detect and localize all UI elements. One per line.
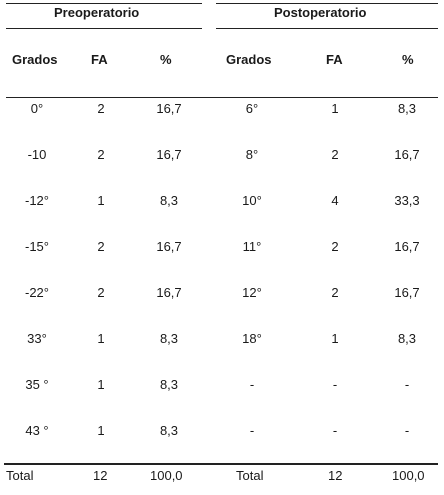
pre-total-fa: 12 bbox=[93, 468, 108, 483]
post-row-8-percent: - bbox=[404, 423, 410, 438]
pre-top-rule bbox=[6, 3, 202, 4]
pre-row-3-percent: 8,3 bbox=[159, 193, 179, 208]
post-total-percent: 100,0 bbox=[392, 468, 425, 483]
post-row-3-fa: 4 bbox=[331, 193, 339, 208]
pre-header-percent: % bbox=[160, 52, 172, 67]
post-row-5-grados: 12° bbox=[242, 285, 262, 300]
total-rule bbox=[4, 463, 438, 465]
pre-row-8-percent: 8,3 bbox=[159, 423, 179, 438]
pre-header-fa: FA bbox=[91, 52, 108, 67]
pre-row-4-percent: 16,7 bbox=[156, 239, 182, 254]
pre-row-8-grados: 43 ° bbox=[25, 423, 49, 438]
pre-row-5-grados: -22° bbox=[25, 285, 49, 300]
pre-row-3-grados: -12° bbox=[25, 193, 49, 208]
post-row-6-fa: 1 bbox=[331, 331, 339, 346]
pre-total-label: Total bbox=[6, 468, 34, 483]
post-top-rule bbox=[216, 3, 438, 4]
post-title-rule bbox=[216, 28, 438, 29]
post-row-4-grados: 11° bbox=[242, 239, 262, 254]
post-row-3-grados: 10° bbox=[242, 193, 262, 208]
post-row-7-grados: - bbox=[249, 377, 255, 392]
pre-row-2-grados: -10 bbox=[27, 147, 47, 162]
pre-row-1-grados: 0° bbox=[30, 101, 44, 116]
pre-row-8-fa: 1 bbox=[97, 423, 105, 438]
pre-row-5-percent: 16,7 bbox=[156, 285, 182, 300]
post-row-1-grados: 6° bbox=[245, 101, 259, 116]
post-row-8-fa: - bbox=[332, 423, 338, 438]
post-total-fa: 12 bbox=[328, 468, 343, 483]
pre-row-4-fa: 2 bbox=[97, 239, 105, 254]
pre-row-2-fa: 2 bbox=[97, 147, 105, 162]
post-row-5-percent: 16,7 bbox=[394, 285, 420, 300]
post-row-5-fa: 2 bbox=[331, 285, 339, 300]
post-total-label: Total bbox=[236, 468, 264, 483]
pre-row-5-fa: 2 bbox=[97, 285, 105, 300]
post-row-7-percent: - bbox=[404, 377, 410, 392]
pre-title: Preoperatorio bbox=[54, 5, 140, 20]
post-row-6-percent: 8,3 bbox=[397, 331, 417, 346]
pre-row-4-grados: -15° bbox=[25, 239, 49, 254]
post-header-percent: % bbox=[402, 52, 414, 67]
post-row-1-percent: 8,3 bbox=[397, 101, 417, 116]
post-row-4-percent: 16,7 bbox=[394, 239, 420, 254]
post-title: Postoperatorio bbox=[274, 5, 367, 20]
post-row-2-grados: 8° bbox=[245, 147, 259, 162]
pre-row-6-grados: 33° bbox=[27, 331, 47, 346]
post-header-grados: Grados bbox=[226, 52, 272, 67]
pre-row-3-fa: 1 bbox=[97, 193, 105, 208]
post-row-4-fa: 2 bbox=[331, 239, 339, 254]
pre-row-7-grados: 35 ° bbox=[25, 377, 49, 392]
post-row-2-fa: 2 bbox=[331, 147, 339, 162]
post-row-7-fa: - bbox=[332, 377, 338, 392]
pre-row-6-fa: 1 bbox=[97, 331, 105, 346]
pre-row-7-fa: 1 bbox=[97, 377, 105, 392]
pre-row-1-percent: 16,7 bbox=[156, 101, 182, 116]
post-row-3-percent: 33,3 bbox=[394, 193, 420, 208]
post-header-fa: FA bbox=[326, 52, 343, 67]
post-row-1-fa: 1 bbox=[331, 101, 339, 116]
pre-header-grados: Grados bbox=[12, 52, 58, 67]
pre-row-7-percent: 8,3 bbox=[159, 377, 179, 392]
pre-row-1-fa: 2 bbox=[97, 101, 105, 116]
post-row-6-grados: 18° bbox=[242, 331, 262, 346]
post-row-2-percent: 16,7 bbox=[394, 147, 420, 162]
post-row-8-grados: - bbox=[249, 423, 255, 438]
pre-total-percent: 100,0 bbox=[150, 468, 183, 483]
pre-title-rule bbox=[6, 28, 202, 29]
pre-row-6-percent: 8,3 bbox=[159, 331, 179, 346]
pre-row-2-percent: 16,7 bbox=[156, 147, 182, 162]
header-rule bbox=[6, 97, 438, 98]
